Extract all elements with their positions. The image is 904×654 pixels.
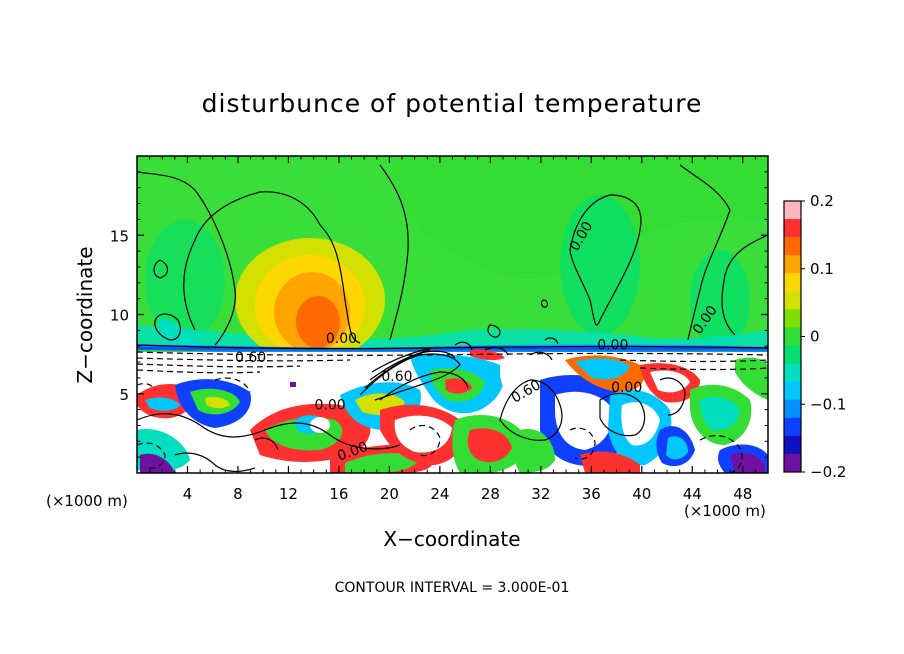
colorbar-tick-label: 0.1 [810, 260, 834, 278]
x-unit-label-left: (×1000 m) [46, 492, 128, 510]
colorbar-segment [784, 399, 801, 419]
contour-label: 0.00 [611, 380, 642, 396]
contour-label: 0.60 [381, 369, 412, 385]
lower-layer-shading [137, 349, 768, 473]
chart-title: disturbunce of potential temperature [202, 89, 703, 118]
x-tick-label: 4 [183, 485, 193, 503]
colorbar-tick-label: 0 [810, 328, 820, 346]
cool-column-right-2 [690, 250, 750, 350]
warm-dome-core [296, 296, 340, 348]
colorbar-segment [784, 201, 801, 220]
colorbar-segment [784, 291, 801, 310]
contour-label: 0.00 [326, 331, 357, 347]
x-tick-label: 40 [632, 485, 651, 503]
x-axis-label: X−coordinate [383, 527, 520, 551]
x-tick-label: 20 [380, 485, 399, 503]
colorbar-segment [784, 255, 801, 274]
colorbar-segment [784, 417, 801, 437]
x-tick-label: 24 [430, 485, 449, 503]
colorbar-segment [784, 363, 801, 383]
x-tick-label: 48 [733, 485, 752, 503]
colorbar-segment [784, 219, 801, 238]
colorbar-segment [784, 453, 801, 473]
colorbar-segment [784, 237, 801, 256]
plot-area: 0.000.000.000.600.600.000.000.600.000.00 [137, 156, 768, 473]
colorbar-tick-label: −0.2 [810, 463, 846, 481]
colorbar-segment [784, 345, 801, 365]
colorbar-segment [784, 273, 801, 292]
colorbar-segment [784, 327, 801, 347]
x-tick-label: 32 [531, 485, 550, 503]
colorbar-segment [784, 435, 801, 455]
cool-column-right [560, 195, 640, 335]
x-tick-label: 12 [279, 485, 298, 503]
x-tick-label: 28 [481, 485, 500, 503]
x-tick-label: 36 [582, 485, 601, 503]
x-axis-ticks: 4 8 12 16 20 24 28 32 36 40 44 48 [149, 156, 756, 503]
contour-label: 0.60 [235, 350, 266, 366]
colorbar-segment [784, 309, 801, 328]
x-unit-label-right: (×1000 m) [684, 502, 766, 520]
y-axis-ticks: 5 10 15 [110, 171, 768, 458]
colorbar-tick-label: 0.2 [810, 192, 834, 210]
y-axis-label: Z−coordinate [73, 246, 97, 383]
contour-interval-note: CONTOUR INTERVAL = 3.000E-01 [335, 580, 570, 596]
contour-label: 0.00 [597, 337, 628, 353]
x-tick-label: 8 [233, 485, 243, 503]
x-tick-label: 16 [329, 485, 348, 503]
y-tick-label: 15 [110, 227, 129, 245]
colorbar-segment [784, 381, 801, 401]
y-tick-label: 5 [119, 386, 129, 404]
contour-label: 0.00 [315, 398, 346, 414]
y-tick-label: 10 [110, 307, 129, 325]
x-tick-label: 44 [683, 485, 702, 503]
contour-lines [137, 164, 768, 473]
colorbar-tick-label: −0.1 [810, 395, 846, 413]
colorbar: 0.2 0.1 0 −0.1 −0.2 [783, 192, 846, 481]
cool-column-left [145, 220, 225, 340]
